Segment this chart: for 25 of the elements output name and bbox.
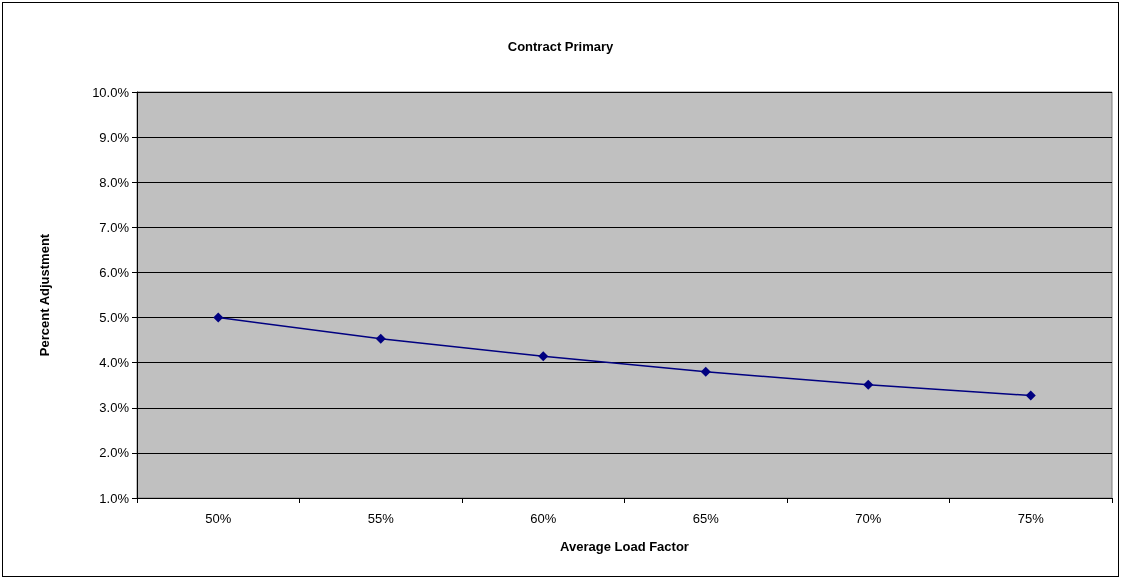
y-tick-label: 4.0% — [99, 355, 130, 371]
point — [375, 333, 386, 344]
x-tick-label: 75% — [1017, 511, 1045, 526]
y-tick-label: 8.0% — [99, 174, 130, 190]
point — [538, 351, 549, 362]
y-tick-label: 3.0% — [99, 400, 130, 416]
x-tick-label: 55% — [367, 511, 395, 526]
point — [700, 366, 711, 377]
y-axis-title: Percent Adjustment — [37, 233, 52, 357]
x-tick-label: 50% — [205, 511, 232, 526]
y-tick-label: 10.0% — [92, 84, 130, 100]
x-tick-label: 70% — [855, 511, 882, 526]
x-axis-title: Average Load Factor — [560, 539, 689, 554]
y-tick-label: 7.0% — [99, 219, 130, 235]
x-tick-label: 65% — [692, 511, 720, 526]
x-tick-label: 60% — [530, 511, 557, 526]
y-tick-label: 9.0% — [99, 129, 130, 145]
y-tick-label: 2.0% — [99, 445, 130, 461]
y-tick-label: 5.0% — [99, 310, 130, 326]
point — [213, 312, 224, 323]
point — [863, 379, 874, 390]
chart-title: Contract Primary — [507, 39, 615, 54]
y-tick-label: 6.0% — [99, 264, 130, 280]
point — [1025, 390, 1036, 401]
y-tick-label: 1.0% — [99, 490, 130, 506]
